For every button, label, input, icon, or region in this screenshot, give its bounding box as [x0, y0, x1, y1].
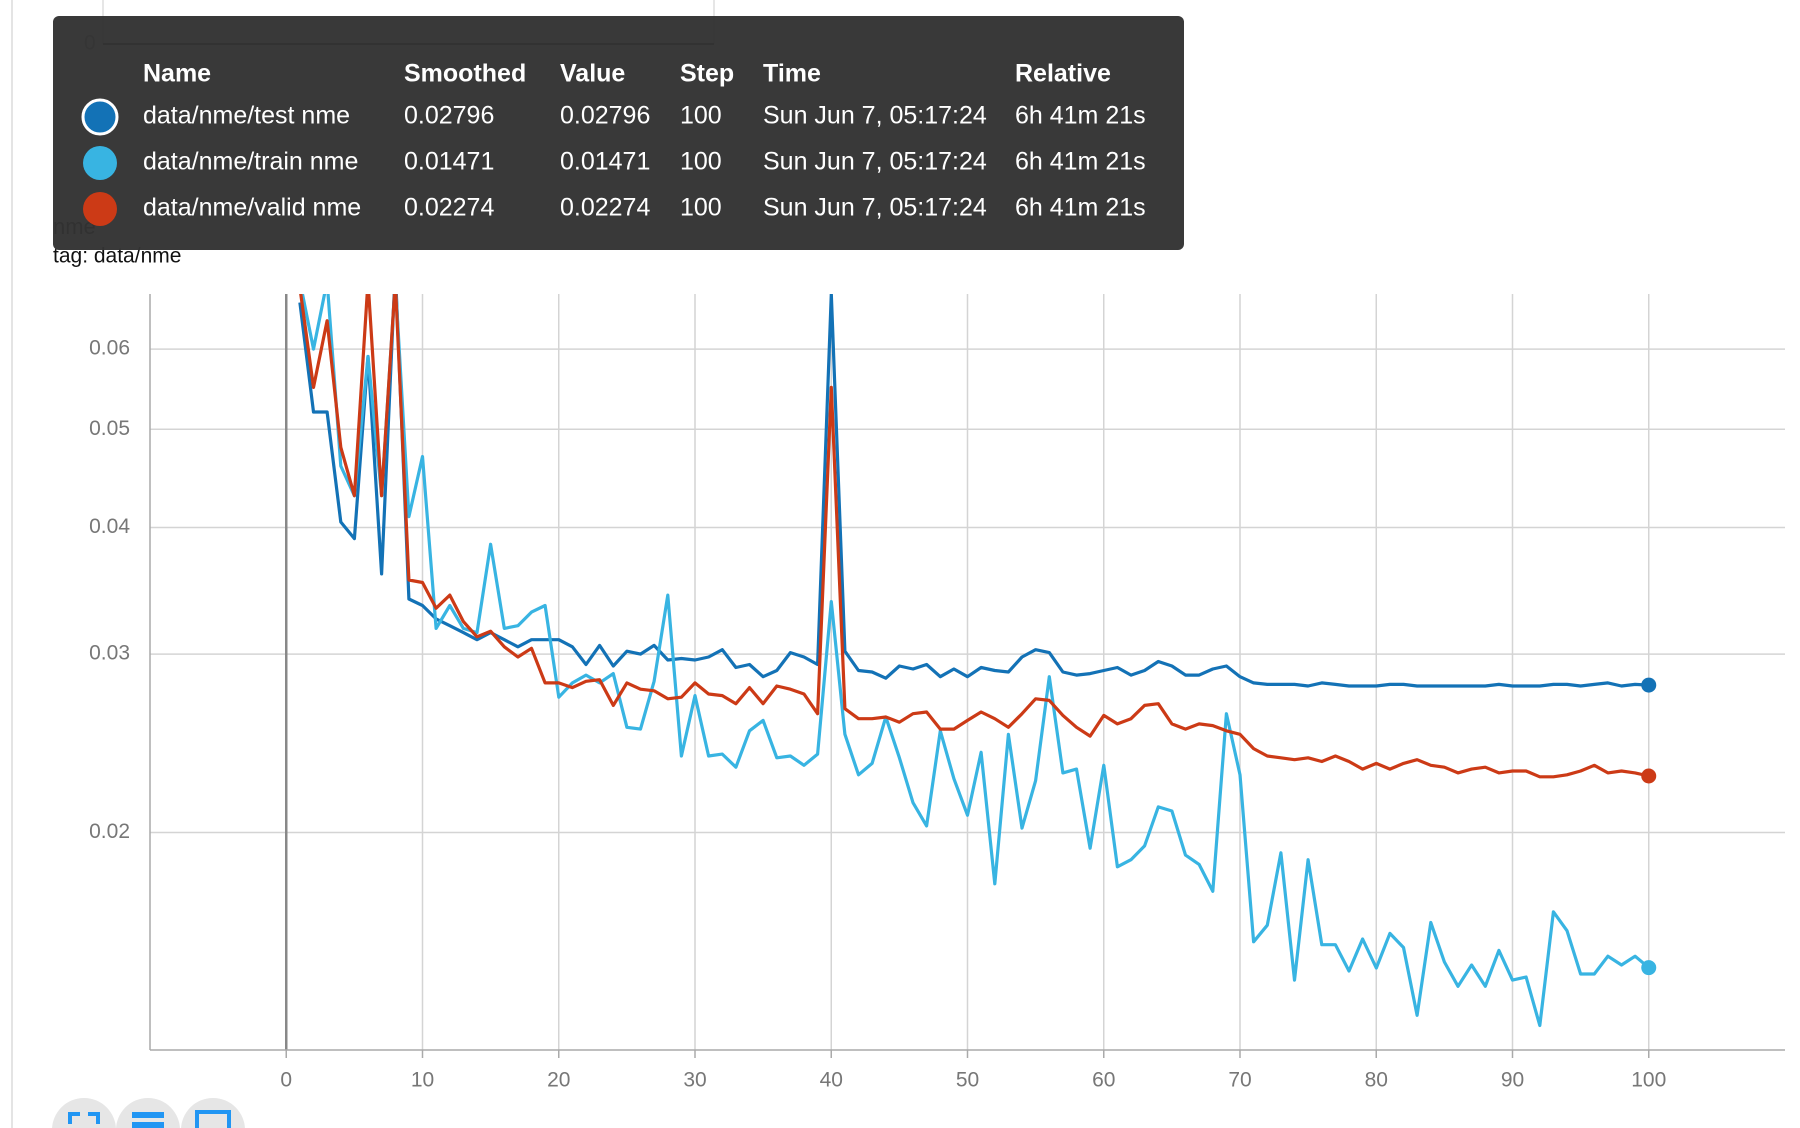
card-buttons: [52, 1098, 245, 1128]
tooltip-header: Smoothed: [404, 60, 526, 88]
x-tick-label: 70: [1228, 1069, 1251, 1092]
tooltip-cell: 0.02274: [404, 194, 494, 222]
y-tick-label: 0.04: [89, 515, 130, 538]
tooltip-cell: 100: [680, 102, 722, 130]
legend-entry: data/nme/test nme: [143, 102, 350, 130]
y-tick-label: 0.05: [89, 417, 130, 440]
tooltip-cell: Sun Jun 7, 05:17:24: [763, 102, 987, 130]
x-tick-label: 10: [411, 1069, 434, 1092]
plot: [298, 294, 1650, 1028]
x-tick-label: 0: [280, 1069, 292, 1092]
y-tick-label: 0.02: [89, 820, 130, 843]
tooltip-cell: 0.02274: [560, 194, 650, 222]
series-end-dot: [1641, 677, 1657, 693]
tooltip-box: [53, 16, 1184, 250]
tooltip-cell: 100: [680, 194, 722, 222]
series-end-dot: [1641, 768, 1657, 784]
x-tick-label: 100: [1631, 1069, 1666, 1092]
icon: [68, 1112, 100, 1124]
x-tick-label: 30: [683, 1069, 706, 1092]
y-tick-label: 0.06: [89, 337, 130, 360]
tooltip-header: Time: [763, 60, 821, 88]
legend-swatch: [83, 146, 117, 180]
legend-entry: data/nme/train nme: [143, 148, 358, 176]
tooltip-cell: 0.01471: [560, 148, 650, 176]
card-tag: tag: data/nme: [53, 245, 181, 268]
tooltip-header: Value: [560, 60, 625, 88]
tooltip-header: Relative: [1015, 60, 1111, 88]
x-tick-label: 90: [1501, 1069, 1524, 1092]
tooltip-cell: 6h 41m 21s: [1015, 102, 1146, 130]
x-tick-label: 60: [1092, 1069, 1115, 1092]
series-line: [299, 294, 1650, 779]
icon: [132, 1122, 164, 1128]
x-tick-label: 20: [547, 1069, 570, 1092]
legend-entry: data/nme/valid nme: [143, 194, 361, 222]
tooltip: Name Smoothed Value Step Time Relative data/nm…: [53, 16, 1184, 250]
tooltip-cell: 0.02796: [560, 102, 650, 130]
tooltip-cell: 6h 41m 21s: [1015, 194, 1146, 222]
tooltip-header: Name: [143, 60, 211, 88]
tooltip-cell: 100: [680, 148, 722, 176]
x-tick-label: 40: [820, 1069, 843, 1092]
legend-swatch: [81, 98, 119, 136]
tooltip-cell: Sun Jun 7, 05:17:24: [763, 194, 987, 222]
tooltip-cell: 0.02796: [404, 102, 494, 130]
tooltip-cell: 6h 41m 21s: [1015, 148, 1146, 176]
icon: [195, 1110, 231, 1128]
tooltip-cell: Sun Jun 7, 05:17:24: [763, 148, 987, 176]
tooltip-cell: 0.01471: [404, 148, 494, 176]
series-line: [300, 294, 1650, 1028]
x-tick-label: 50: [956, 1069, 979, 1092]
tooltip-header: Step: [680, 60, 734, 88]
y-tick-label: 0.03: [89, 642, 130, 665]
legend-swatch: [83, 192, 117, 226]
x-tick-label: 80: [1365, 1069, 1388, 1092]
icon: [132, 1112, 164, 1118]
series-line: [298, 294, 1649, 688]
series-end-dot: [1641, 960, 1657, 976]
